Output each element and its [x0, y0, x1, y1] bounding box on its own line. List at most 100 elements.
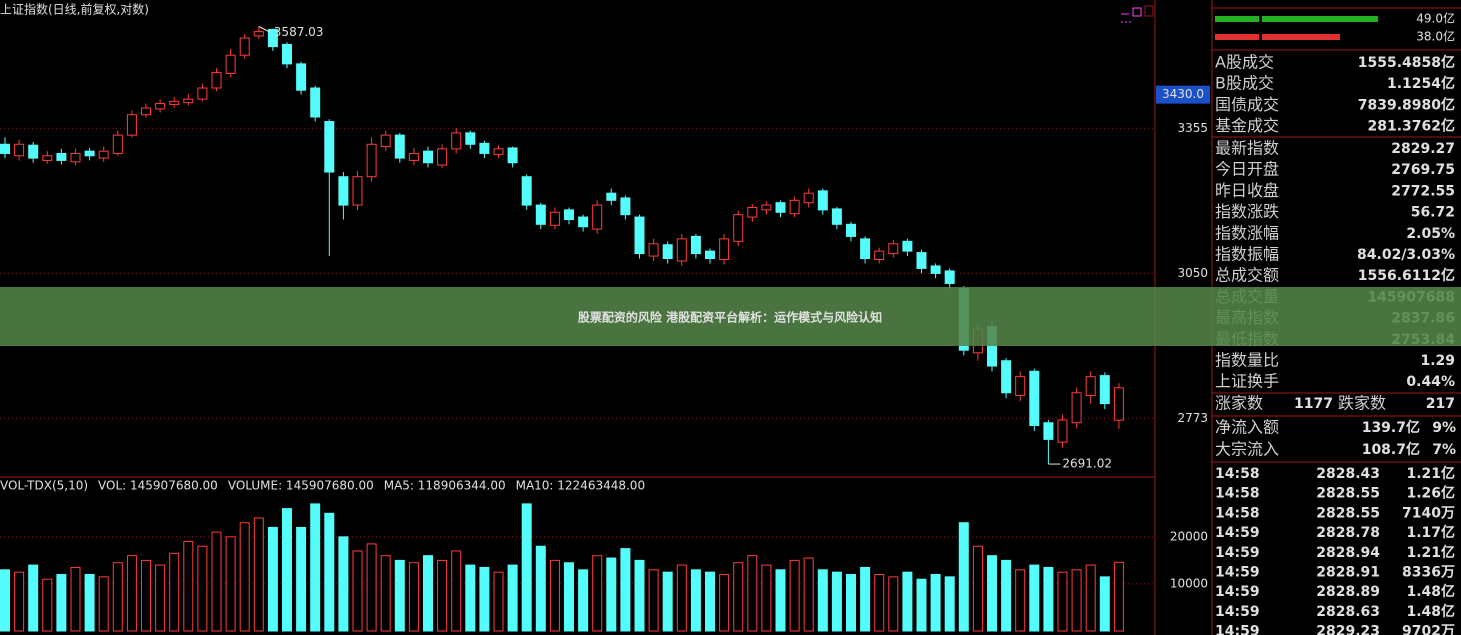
volume-bar — [1071, 569, 1082, 632]
volume-bar — [84, 574, 95, 632]
candle-body — [662, 244, 673, 260]
volume-bar — [1029, 564, 1040, 632]
volume-bar — [775, 569, 786, 632]
tape-time: 14:59 — [1215, 565, 1260, 581]
candle-body — [14, 143, 25, 157]
volume-bar — [761, 564, 772, 632]
candle-body — [620, 197, 631, 216]
volume-bar — [831, 571, 842, 632]
candle-body — [1071, 392, 1082, 424]
volume-bar — [733, 562, 744, 632]
candle-body — [183, 98, 194, 104]
volume-bar — [28, 564, 39, 632]
annotation-arrow — [258, 26, 272, 33]
volume-bar — [817, 569, 828, 632]
bar-label: 49.0亿 — [1416, 11, 1455, 26]
candle-body — [112, 134, 123, 154]
volume-bar — [690, 569, 701, 632]
candle-body — [846, 223, 856, 237]
flow-pct: 9% — [1432, 420, 1456, 436]
volume-bar — [662, 571, 673, 632]
volume-bar — [634, 559, 645, 632]
candle-body — [267, 28, 278, 48]
candle-body — [493, 148, 504, 155]
row-label: 总成交额 — [1215, 266, 1279, 285]
row-label: 上证换手 — [1215, 372, 1279, 391]
volume-bar — [324, 512, 335, 632]
volume-header: VOLUME: 145907680.00 — [228, 479, 374, 493]
volume-bar — [564, 562, 574, 632]
candle-body — [0, 143, 10, 154]
candle-body — [310, 87, 321, 118]
candle-body — [211, 72, 222, 89]
volume-bar — [888, 576, 899, 632]
candle-body — [761, 204, 772, 211]
row-label: 国债成交 — [1215, 95, 1279, 114]
volume-bar — [310, 503, 321, 632]
candle-body — [282, 43, 292, 65]
tape-price: 2828.63 — [1316, 604, 1380, 620]
volume-bar — [944, 576, 955, 632]
candle-body — [549, 211, 560, 226]
cursor-price-box — [1156, 85, 1210, 104]
volume-bar — [930, 574, 941, 632]
row-value: 2.05% — [1406, 226, 1455, 242]
volume-bar — [874, 574, 885, 632]
y-tick-label: 3050 — [1177, 266, 1208, 280]
tape-time: 14:58 — [1215, 486, 1260, 502]
chart-title: 上证指数(日线,前复权,对数) — [0, 2, 149, 17]
candle-body — [437, 148, 448, 166]
candle-body — [860, 238, 871, 260]
cursor-price-label: 3430.0 — [1162, 87, 1204, 101]
volume-bar — [225, 536, 236, 632]
tape-price: 2828.55 — [1316, 486, 1380, 502]
flow-amount: 108.7亿 — [1362, 441, 1420, 458]
candle-body — [1099, 375, 1110, 405]
bar-label: 38.0亿 — [1416, 29, 1455, 44]
row-label: B股成交 — [1215, 74, 1274, 93]
volume-bar — [535, 545, 546, 632]
window-icons — [1121, 5, 1154, 23]
volume-bar — [1057, 571, 1068, 632]
tape-price: 2828.43 — [1316, 466, 1380, 482]
candle-body — [902, 240, 913, 252]
candle-body — [479, 142, 490, 154]
volume-bar — [521, 503, 532, 632]
candle-body — [169, 100, 180, 105]
tape-price: 2828.91 — [1316, 565, 1380, 581]
volume-bar — [0, 569, 10, 632]
candle-body — [1043, 422, 1054, 440]
volume-bar — [169, 552, 180, 632]
candle-body — [564, 209, 574, 220]
volume-header: MA5: 118906344.00 — [384, 479, 506, 493]
candle-body — [324, 121, 335, 173]
row-label: 指数涨幅 — [1215, 223, 1279, 242]
volume-bar — [380, 555, 391, 632]
volume-bar — [126, 555, 137, 632]
tape-volume: 1.26亿 — [1406, 485, 1455, 502]
volume-bar — [183, 541, 194, 632]
volume-bar — [352, 550, 363, 632]
breadth-label: 涨家数 — [1215, 394, 1263, 413]
candle-body — [578, 216, 589, 228]
row-value: 7839.8980亿 — [1358, 96, 1455, 113]
candle-body — [70, 152, 81, 163]
volume-bar — [155, 564, 166, 632]
volume-bar — [846, 574, 856, 632]
row-value: 2769.75 — [1391, 162, 1455, 178]
candle-body — [888, 243, 899, 255]
volume-bar — [916, 578, 927, 632]
high-annotation: 3587.03 — [274, 25, 324, 39]
candle-body — [648, 243, 659, 257]
tape-time: 14:59 — [1215, 525, 1260, 541]
candle-body — [1015, 376, 1026, 396]
row-value: 1555.4858亿 — [1358, 54, 1455, 71]
candle-body — [338, 176, 349, 206]
breadth-value: 1177 — [1294, 396, 1333, 412]
candle-body — [1057, 419, 1068, 443]
tape-time: 14:58 — [1215, 505, 1260, 521]
volume-bar — [606, 557, 617, 632]
volume-bar — [789, 559, 800, 632]
candle-body — [155, 103, 166, 110]
low-annotation: 2691.02 — [1062, 457, 1112, 471]
